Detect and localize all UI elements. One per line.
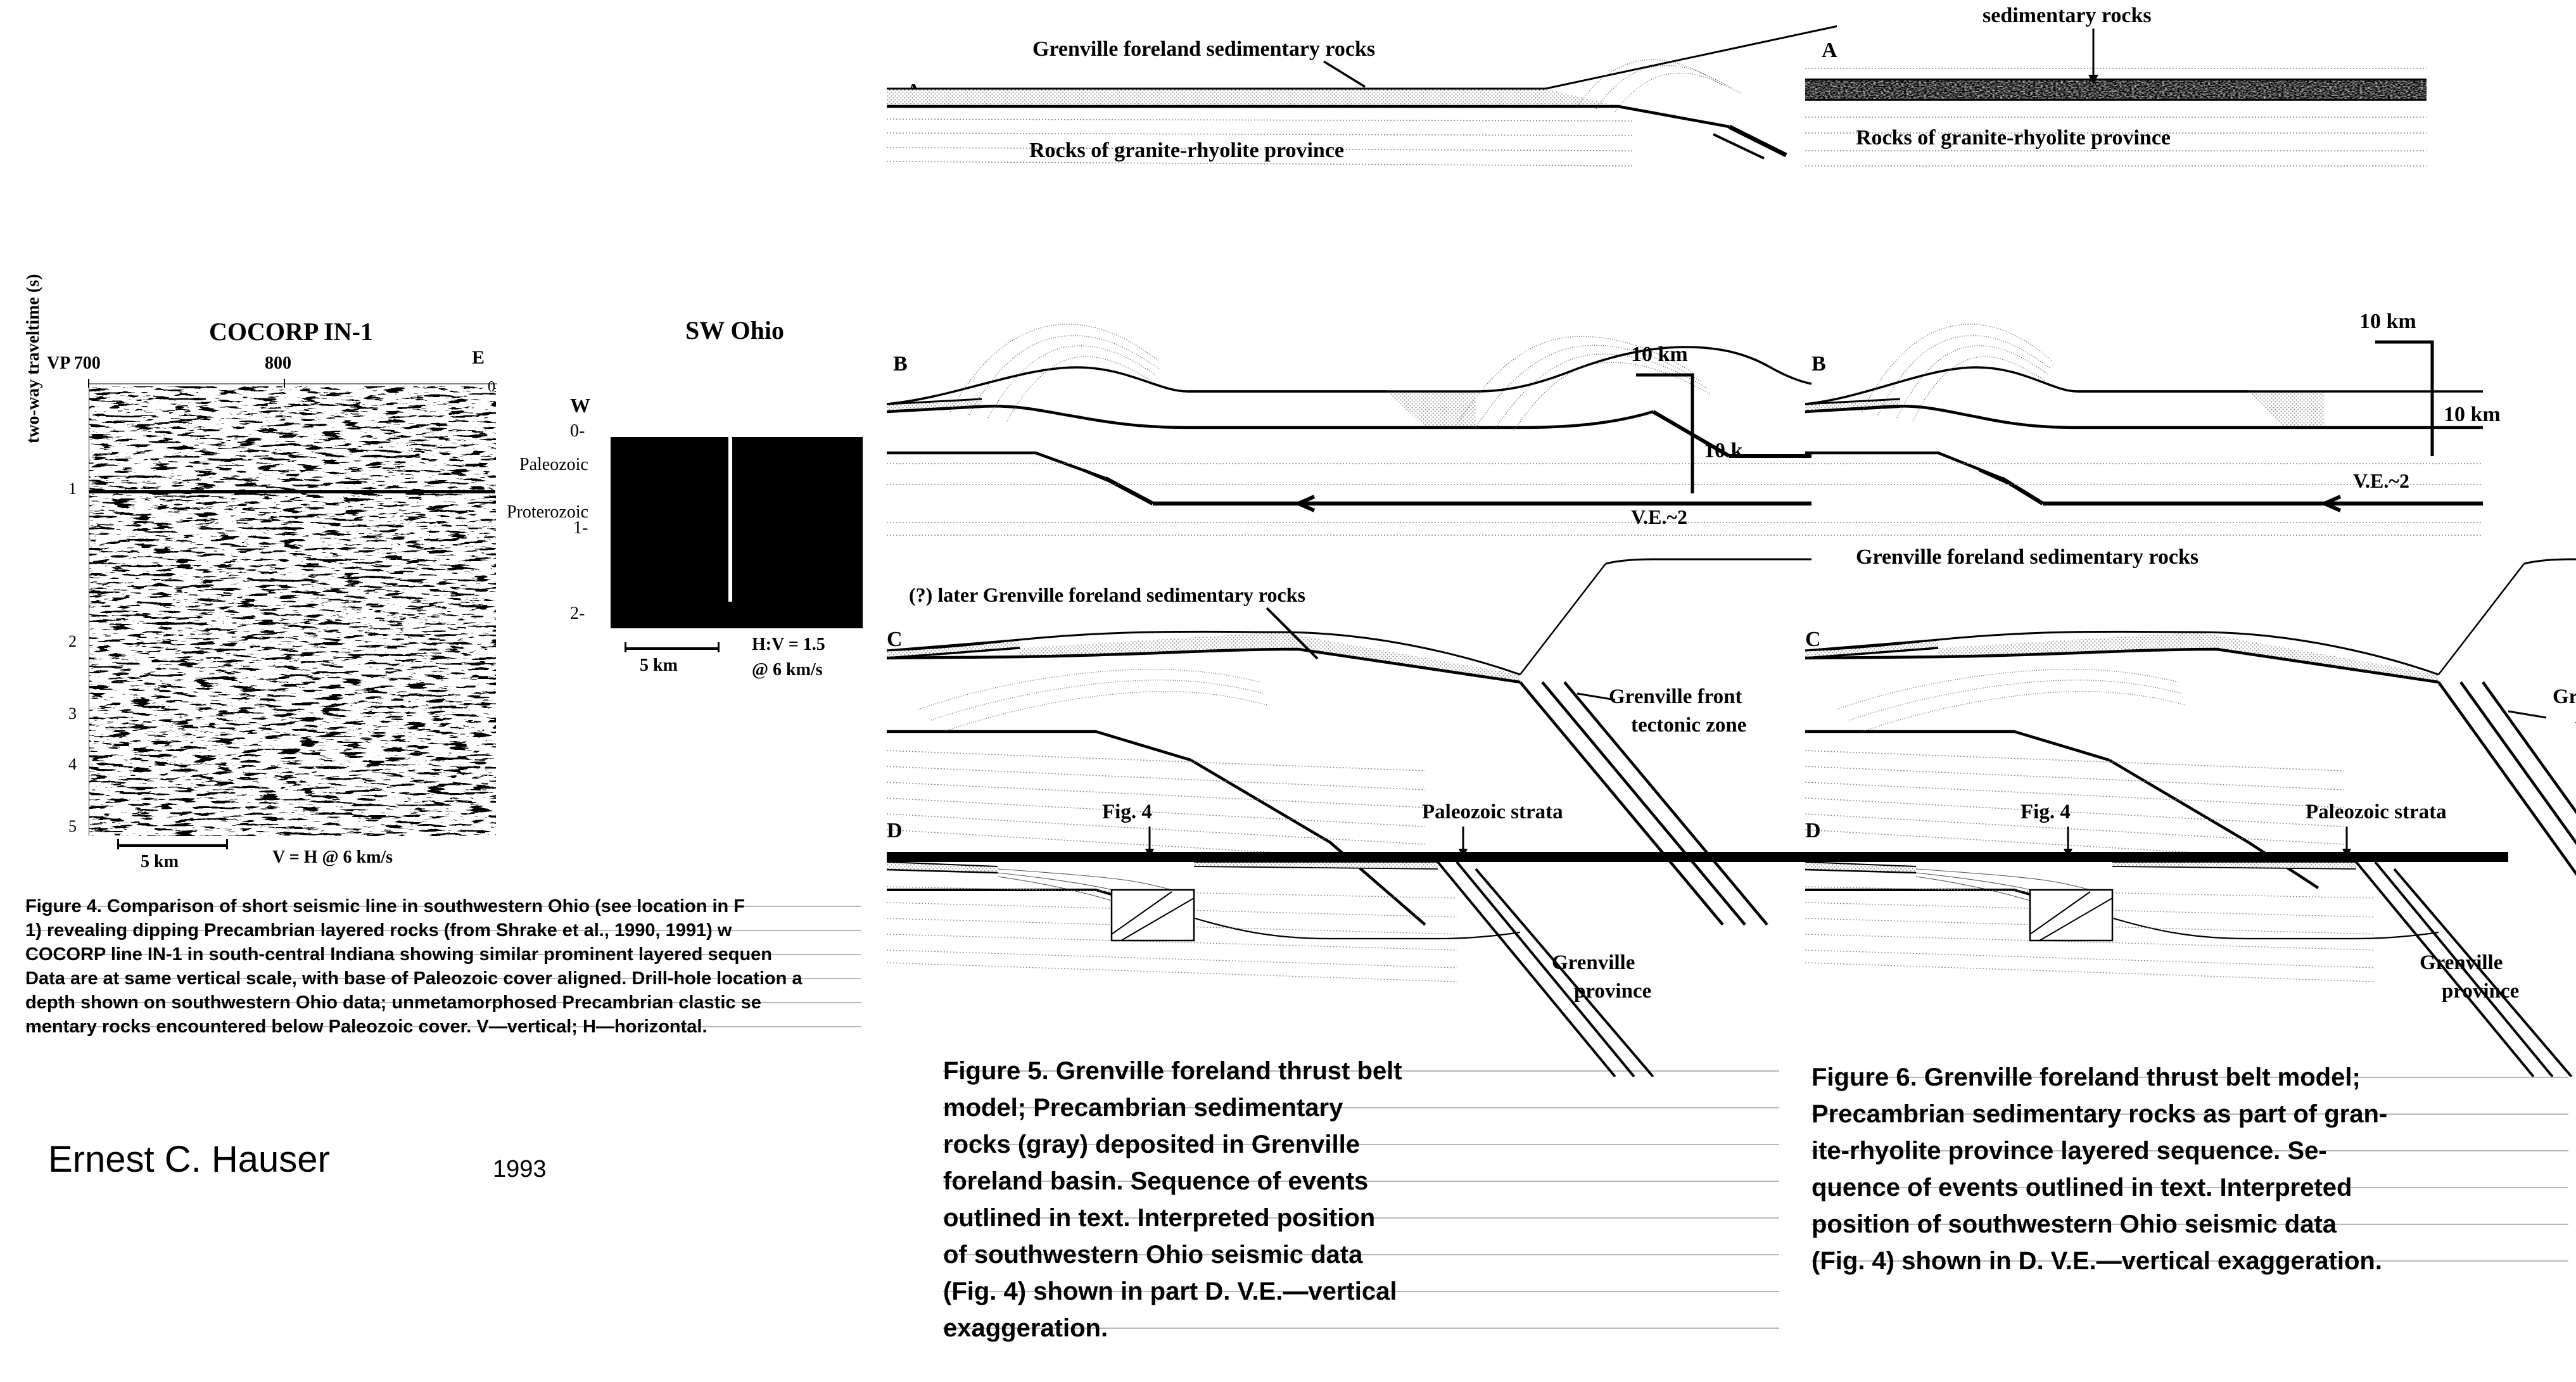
svg-text:Grenville front: Grenville front — [2553, 685, 2576, 708]
svg-text:10 k: 10 k — [1704, 439, 1743, 462]
svg-text:10 km: 10 km — [2444, 403, 2501, 426]
svg-text:Fig. 4: Fig. 4 — [2021, 801, 2071, 823]
svg-text:tectonic zone: tectonic zone — [1631, 714, 1746, 737]
svg-text:Fig. 4: Fig. 4 — [1102, 801, 1152, 823]
svg-text:A: A — [1822, 39, 1837, 62]
svg-text:B: B — [893, 352, 908, 376]
svg-text:C: C — [1805, 628, 1821, 651]
svg-text:Rocks of granite-rhyolite prov: Rocks of granite-rhyolite province — [1029, 139, 1344, 162]
svg-text:sedimentary rocks: sedimentary rocks — [1983, 4, 2152, 27]
svg-text:10 km: 10 km — [2359, 310, 2416, 333]
svg-text:Grenville: Grenville — [2420, 951, 2503, 974]
svg-text:Grenville front: Grenville front — [1609, 685, 1742, 708]
svg-text:(?) later Grenville foreland s: (?) later Grenville foreland sedimentary… — [909, 583, 1305, 606]
svg-text:V.E.~2: V.E.~2 — [2353, 469, 2409, 492]
svg-text:province: province — [1574, 980, 1651, 1003]
svg-text:D: D — [1805, 819, 1821, 842]
svg-text:Grenville foreland sedimentary: Grenville foreland sedimentary rocks — [1032, 37, 1375, 61]
svg-text:V.E.~2: V.E.~2 — [1631, 505, 1687, 528]
svg-text:Grenville: Grenville — [1552, 951, 1635, 974]
svg-text:Grenville foreland sedimentary: Grenville foreland sedimentary rocks — [1856, 545, 2198, 569]
svg-text:Paleozoic strata: Paleozoic strata — [1422, 801, 1563, 823]
svg-text:province: province — [2442, 980, 2519, 1003]
svg-text:B: B — [1811, 352, 1826, 376]
svg-text:Paleozoic strata: Paleozoic strata — [2306, 801, 2447, 823]
svg-text:C: C — [887, 628, 903, 651]
svg-text:10 km: 10 km — [1631, 343, 1688, 366]
svg-text:Rocks of granite-rhyolite prov: Rocks of granite-rhyolite province — [1856, 126, 2171, 149]
svg-text:D: D — [887, 819, 903, 842]
